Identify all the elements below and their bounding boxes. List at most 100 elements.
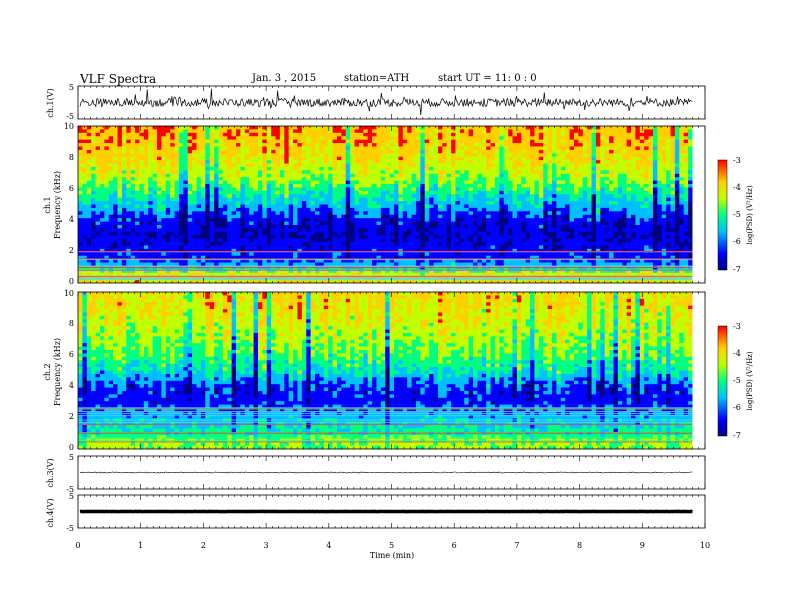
ch1-spectrogram-cell bbox=[429, 153, 434, 158]
ch1-spectrogram-cell bbox=[442, 187, 447, 192]
ch1-spectrogram-cell bbox=[543, 238, 548, 243]
ch1-spectrogram-cell bbox=[315, 143, 320, 147]
ch1-spectrogram-cell bbox=[139, 126, 145, 130]
ch1-spectrogram-cell bbox=[688, 190, 693, 195]
ch1-spectrogram-cell bbox=[231, 149, 237, 154]
ch1-spectrogram-cell bbox=[631, 177, 636, 181]
ch1-spectrogram-cell bbox=[126, 242, 131, 246]
ch1-spectrogram-cell bbox=[609, 190, 614, 195]
ch1-spectrogram-cell bbox=[174, 204, 180, 209]
ch1-spectrogram-cell bbox=[192, 180, 197, 185]
ch1-spectrogram-cell bbox=[86, 235, 92, 239]
ch1-spectrogram-cell bbox=[617, 204, 623, 209]
ch1-spectrogram-cell bbox=[582, 163, 588, 168]
ch1-spectrogram-cell bbox=[459, 143, 465, 147]
ch1-spectrogram-cell bbox=[446, 245, 452, 250]
ch1-spectrogram-cell bbox=[200, 211, 206, 216]
ch1-spectrogram-cell bbox=[486, 231, 491, 236]
ch1-spectrogram-cell bbox=[319, 149, 325, 154]
ch1-spectrogram-cell bbox=[688, 238, 693, 243]
ch1-spectrogram-cell bbox=[328, 197, 333, 202]
ch1-spectrogram-cell bbox=[617, 231, 623, 236]
ch1-spectrogram-cell bbox=[398, 235, 404, 239]
ch1-spectrogram-cell bbox=[170, 231, 175, 236]
ch1-spectrogram-cell bbox=[587, 238, 592, 243]
ch1-spectrogram-cell bbox=[192, 224, 197, 229]
ch1-spectrogram-cell bbox=[143, 235, 149, 239]
ch1-spectrogram-cell bbox=[91, 180, 96, 185]
ch1-spectrogram-cell bbox=[486, 163, 491, 168]
ch1-spectrogram-cell bbox=[394, 136, 399, 140]
ch1-spectrogram-cell bbox=[411, 149, 417, 154]
ch1-spectrogram-cell bbox=[569, 214, 575, 219]
ch1-spectrogram-cell bbox=[420, 184, 426, 188]
ch1-spectrogram-cell bbox=[117, 166, 123, 171]
ch1-spectrogram-cell bbox=[407, 224, 412, 229]
ch1-spectrogram-cell bbox=[565, 177, 570, 181]
ch1-spectrogram-cell bbox=[183, 218, 189, 222]
ch1-spectrogram-cell bbox=[565, 143, 570, 147]
ch1-spectrogram-cell bbox=[407, 156, 412, 161]
ch1-spectrogram-cell bbox=[279, 160, 285, 164]
ch1-spectrogram-cell bbox=[578, 235, 584, 239]
ch1-spectrogram-cell bbox=[468, 224, 474, 229]
ch1-spectrogram-cell bbox=[95, 170, 101, 175]
ch1-spectrogram-cell bbox=[578, 132, 584, 137]
ch1-spectrogram-cell bbox=[552, 231, 557, 236]
ch1-spectrogram-cell bbox=[214, 242, 219, 246]
ch1-spectrogram-cell bbox=[86, 177, 92, 181]
ch1-spectrogram-cell bbox=[367, 214, 373, 219]
ch1-spectrogram-cell bbox=[363, 170, 368, 175]
ch1-spectrogram-cell bbox=[420, 231, 426, 236]
ch1-spectrogram-cell bbox=[661, 242, 667, 246]
ch1-spectrogram-cell bbox=[266, 146, 272, 151]
ch1-spectrogram-cell bbox=[468, 129, 474, 134]
ch1-spectrogram-cell bbox=[635, 136, 641, 140]
ch1-spectrogram-cell bbox=[635, 190, 641, 195]
ch1-spectrogram-cell bbox=[205, 221, 210, 226]
ch1-spectrogram-cell bbox=[205, 218, 210, 222]
ch1-spectrogram-cell bbox=[284, 224, 289, 229]
ch1-spectrogram-cell bbox=[363, 214, 368, 219]
ch1-spectrogram-cell bbox=[573, 136, 579, 140]
ch1-spectrogram-cell bbox=[284, 160, 289, 164]
ch1-spectrogram-cell bbox=[301, 238, 307, 243]
ch1-spectrogram-cell bbox=[117, 204, 123, 209]
ch1-spectrogram-cell bbox=[512, 163, 518, 168]
ch1-spectrogram-cell bbox=[565, 136, 570, 140]
ch1-spectrogram-cell bbox=[600, 136, 605, 140]
ch1-spectrogram-cell bbox=[560, 187, 566, 192]
ch1-spectrogram-cell bbox=[152, 156, 158, 161]
ch1-spectrogram-cell bbox=[306, 245, 311, 250]
ch1-spectrogram-cell bbox=[560, 218, 566, 222]
ch1-spectrogram-cell bbox=[161, 224, 167, 229]
ch1-spectrogram-cell bbox=[512, 156, 518, 161]
ch1-spectrogram-cell bbox=[622, 214, 627, 219]
ch1-spectrogram-cell bbox=[227, 129, 232, 134]
ch1-spectrogram-cell bbox=[600, 242, 605, 246]
ch1-spectrogram-cell bbox=[130, 228, 136, 233]
ch1-spectrogram-cell bbox=[209, 132, 215, 137]
ch1-spectrogram-cell bbox=[512, 184, 518, 188]
ch1-spectrogram-cell bbox=[152, 218, 158, 222]
ch1-spectrogram-cell bbox=[345, 224, 351, 229]
ch1-spectrogram-cell bbox=[126, 173, 131, 178]
ch1-spectrogram-cell bbox=[240, 163, 246, 168]
ch1-spectrogram-cell bbox=[288, 194, 294, 198]
ch1-spectrogram-cell bbox=[218, 194, 224, 198]
ch1-spectrogram-cell bbox=[644, 204, 649, 209]
ch1-spectrogram-cell bbox=[170, 187, 175, 192]
ch1-spectrogram-cell bbox=[244, 201, 250, 205]
ch1-spectrogram-cell bbox=[609, 173, 614, 178]
ch1-spectrogram-cell bbox=[617, 228, 623, 233]
ch1-spectrogram-cell bbox=[499, 235, 505, 239]
ch1-spectrogram-cell bbox=[315, 136, 320, 140]
ch1-spectrogram-cell bbox=[91, 136, 96, 140]
ch1-spectrogram-cell bbox=[459, 245, 465, 250]
ch1-spectrogram-cell bbox=[279, 163, 285, 168]
ch1-spectrogram-cell bbox=[367, 201, 373, 205]
ch1-spectrogram-cell bbox=[635, 170, 641, 175]
ch1-spectrogram-cell bbox=[249, 211, 254, 216]
ch1-spectrogram-cell bbox=[591, 201, 597, 205]
ch1-spectrogram-cell bbox=[249, 221, 254, 226]
